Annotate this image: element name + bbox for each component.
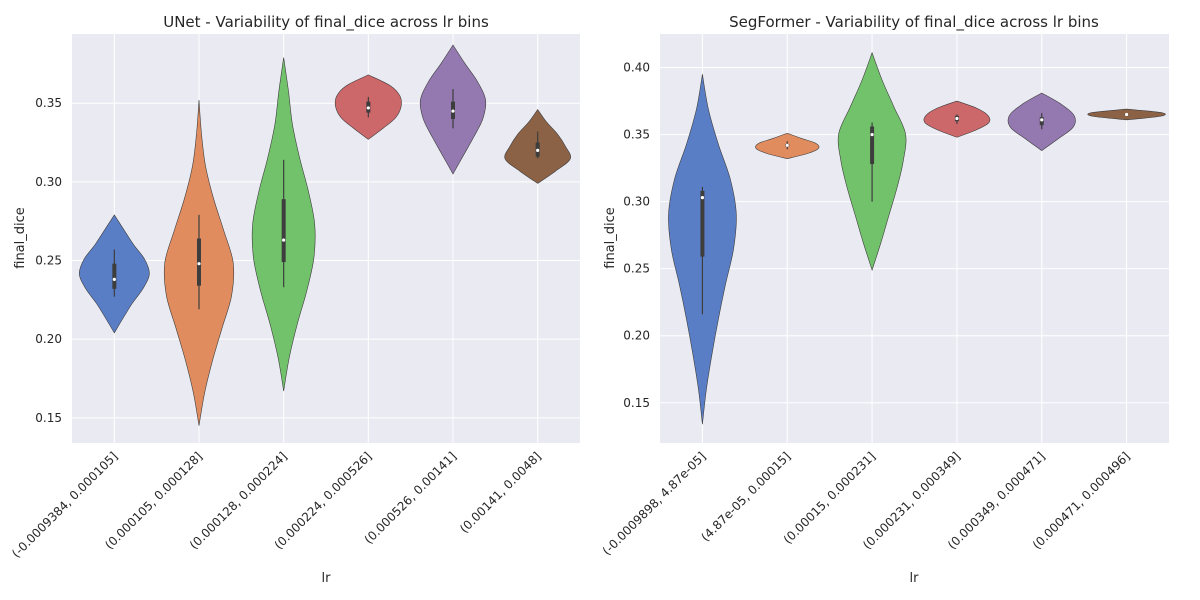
y-tick-label: 0.15 — [623, 396, 650, 410]
x-tick-label: (0.000471, 0.000496] — [1030, 449, 1133, 552]
x-tick-label: (4.87e-05, 0.00015] — [698, 449, 793, 544]
y-tick-label: 0.35 — [623, 128, 650, 142]
box-median — [1040, 118, 1044, 122]
y-tick-labels: 0.15 0.20 0.25 0.30 0.35 0.40 — [623, 61, 650, 410]
y-tick-label: 0.20 — [623, 329, 650, 343]
y-tick-label: 0.25 — [623, 262, 650, 276]
violin-marks — [79, 44, 571, 426]
x-tick-label: (0.000349, 0.000471] — [945, 449, 1048, 552]
y-tick-label: 0.40 — [623, 61, 650, 75]
box-iqr — [281, 199, 286, 263]
x-tick-label: (0.000128, 0.000224] — [187, 449, 290, 552]
plot-area-background — [72, 34, 580, 443]
box-median — [785, 143, 789, 147]
y-tick-label: 0.15 — [35, 411, 62, 425]
box-median — [1124, 112, 1129, 117]
x-tick-label: (0.00141, 0.0048] — [457, 449, 544, 536]
box-median — [366, 106, 370, 110]
violin-marks — [668, 51, 1166, 425]
box-median — [536, 148, 540, 153]
x-tick-labels: (-0.0009898, 4.87e-05](4.87e-05, 0.00015… — [600, 449, 1133, 558]
y-tick-label: 0.35 — [35, 96, 62, 110]
box-median — [700, 196, 705, 200]
box-median — [282, 238, 286, 242]
y-tick-label: 0.20 — [35, 332, 62, 346]
box-iqr — [700, 190, 705, 257]
chart-title: UNet - Variability of final_dice across … — [163, 13, 489, 32]
x-tick-label: (0.000105, 0.000128] — [102, 449, 205, 552]
y-axis-label: final_dice — [13, 207, 28, 269]
chart-title: SegFormer - Variability of final_dice ac… — [729, 13, 1099, 32]
x-tick-label: (0.00015, 0.000231] — [781, 449, 878, 546]
unet-violin-panel: 0.15 0.20 0.25 0.30 0.35 (-0.0009384, 0.0001… — [9, 13, 580, 586]
y-tick-label: 0.30 — [35, 175, 62, 189]
x-tick-labels: (-0.0009384, 0.000105](0.000105, 0.00012… — [9, 449, 544, 560]
x-tick-label: (0.000224, 0.000526] — [272, 449, 375, 552]
x-tick-label: (0.000526, 0.00141] — [362, 449, 459, 546]
box-median — [451, 109, 455, 113]
y-axis-label: final_dice — [603, 207, 618, 269]
box-median — [955, 116, 959, 121]
x-tick-label: (-0.0009898, 4.87e-05] — [600, 449, 709, 558]
plot-area-background — [660, 34, 1169, 443]
y-tick-label: 0.25 — [35, 254, 62, 268]
box-iqr — [112, 263, 117, 289]
y-tick-labels: 0.15 0.20 0.25 0.30 0.35 — [35, 96, 62, 425]
x-axis-label: lr — [910, 571, 920, 586]
x-tick-label: (0.000231, 0.000349] — [860, 449, 963, 552]
x-axis-label: lr — [322, 571, 332, 586]
box-median — [870, 132, 874, 137]
box-iqr — [870, 126, 875, 165]
segformer-violin-panel: 0.15 0.20 0.25 0.30 0.35 0.40 (-0.0009898, 4.… — [600, 13, 1169, 586]
y-tick-label: 0.30 — [623, 195, 650, 209]
box-median — [197, 262, 201, 266]
box-median — [112, 277, 116, 281]
